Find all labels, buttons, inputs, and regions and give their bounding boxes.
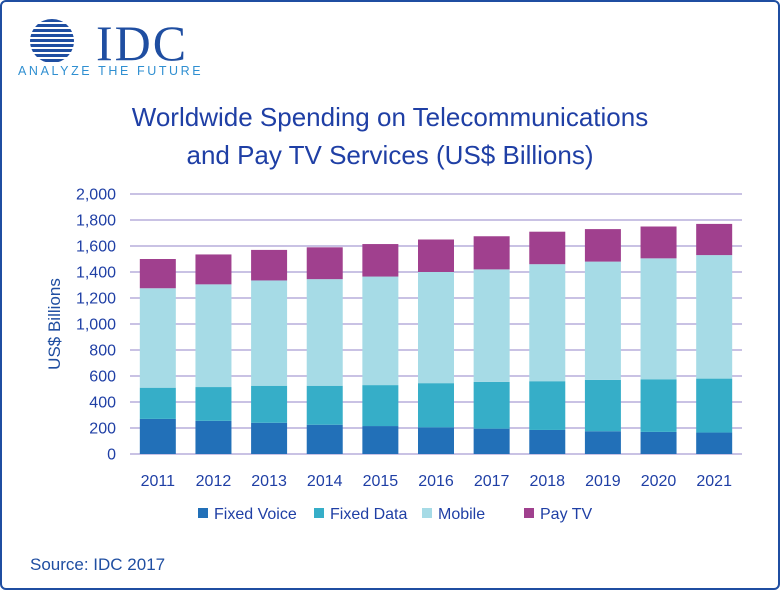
x-tick-label: 2014 [307, 473, 343, 490]
bar-mobile-2018 [529, 264, 566, 382]
x-tick-label: 2018 [529, 473, 565, 490]
bar-fixed-voice-2012 [195, 420, 232, 454]
bar-fixed-voice-2020 [640, 431, 677, 454]
bar-pay-tv-2018 [529, 231, 566, 265]
bar-pay-tv-2011 [139, 259, 176, 289]
y-tick-label: 1,200 [76, 291, 116, 308]
legend-swatch [198, 508, 208, 518]
bar-pay-tv-2016 [418, 239, 454, 272]
bar-fixed-voice-2019 [584, 431, 621, 454]
bar-mobile-2021 [696, 255, 733, 379]
bar-pay-tv-2013 [251, 249, 288, 281]
y-tick-label: 1,600 [76, 239, 116, 256]
x-tick-label: 2017 [474, 473, 510, 490]
legend-swatch [314, 508, 324, 518]
bar-fixed-data-2011 [139, 387, 176, 419]
bar-fixed-data-2017 [473, 381, 510, 429]
bar-mobile-2019 [584, 261, 621, 380]
bar-fixed-data-2021 [696, 378, 733, 433]
x-tick-label: 2016 [418, 473, 454, 490]
bar-mobile-2015 [362, 276, 399, 386]
chart-title-line2: and Pay TV Services (US$ Billions) [186, 140, 594, 170]
bar-mobile-2011 [139, 288, 176, 388]
y-tick-label: 200 [89, 421, 116, 438]
bars [139, 223, 733, 454]
logo-tagline: ANALYZE THE FUTURE [18, 64, 204, 78]
source-note: Source: IDC 2017 [30, 555, 166, 574]
bar-pay-tv-2017 [473, 236, 510, 270]
x-tick-label: 2013 [251, 473, 287, 490]
bar-fixed-data-2016 [418, 383, 454, 428]
bar-fixed-data-2019 [584, 379, 621, 432]
bar-mobile-2020 [640, 258, 677, 380]
bar-fixed-data-2015 [362, 385, 399, 427]
y-tick-label: 0 [107, 447, 116, 464]
x-tick-label: 2020 [641, 473, 677, 490]
legend-label: Mobile [438, 506, 485, 523]
legend-swatch [524, 508, 534, 518]
x-tick-label: 2015 [363, 473, 399, 490]
bar-fixed-data-2013 [251, 385, 288, 423]
bar-pay-tv-2014 [306, 247, 343, 280]
x-tick-label: 2012 [196, 473, 232, 490]
bar-mobile-2016 [418, 272, 454, 384]
bar-mobile-2014 [306, 279, 343, 386]
idc-logo: IDC ANALYZE THE FUTURE [16, 16, 206, 86]
chart-title-line1: Worldwide Spending on Telecommunications [131, 102, 649, 132]
legend-label: Fixed Data [330, 506, 407, 523]
stacked-bar-chart: 0 200 400 600 800 1,000 1,200 1,400 1,600 1,800 2,… [45, 187, 742, 523]
bar-mobile-2013 [251, 280, 288, 386]
bar-fixed-data-2012 [195, 387, 232, 421]
bar-fixed-voice-2018 [529, 429, 566, 454]
legend-label: Fixed Voice [214, 506, 297, 523]
x-tick-label: 2011 [141, 473, 176, 490]
bar-fixed-voice-2013 [251, 422, 288, 454]
bar-pay-tv-2020 [640, 226, 677, 259]
y-tick-label: 600 [89, 369, 116, 386]
x-tick-label: 2019 [585, 473, 621, 490]
x-axis-ticks: 2011 2012 2013 2014 2015 2016 2017 2018 2019 2020… [141, 473, 732, 490]
bar-fixed-voice-2011 [139, 418, 176, 454]
bar-pay-tv-2021 [696, 223, 733, 256]
y-tick-label: 2,000 [76, 187, 116, 204]
bar-pay-tv-2012 [195, 254, 232, 285]
y-tick-label: 1,400 [76, 265, 116, 282]
x-tick-label: 2021 [696, 473, 732, 490]
bar-fixed-voice-2021 [696, 432, 733, 454]
bar-fixed-data-2020 [640, 379, 677, 432]
legend: Fixed Voice Fixed Data Mobile Pay TV [198, 506, 593, 523]
bar-fixed-data-2018 [529, 381, 566, 430]
y-tick-label: 400 [89, 395, 116, 412]
bar-mobile-2012 [195, 284, 232, 388]
y-axis-ticks: 0 200 400 600 800 1,000 1,200 1,400 1,600 1,800 2,… [76, 187, 116, 464]
bar-fixed-voice-2016 [418, 427, 454, 454]
legend-swatch [422, 508, 432, 518]
y-tick-label: 1,000 [76, 317, 116, 334]
y-axis-label: US$ Billions [45, 278, 64, 370]
bar-fixed-voice-2014 [306, 424, 343, 454]
globe-icon [30, 19, 74, 62]
bar-fixed-voice-2017 [473, 428, 510, 454]
bar-fixed-data-2014 [306, 385, 343, 425]
y-tick-label: 800 [89, 343, 116, 360]
bar-pay-tv-2015 [362, 244, 399, 277]
legend-label: Pay TV [540, 506, 593, 523]
logo-wordmark: IDC [96, 15, 189, 71]
bar-fixed-voice-2015 [362, 426, 399, 454]
bar-pay-tv-2019 [584, 229, 621, 262]
bar-mobile-2017 [473, 269, 510, 382]
y-tick-label: 1,800 [76, 213, 116, 230]
